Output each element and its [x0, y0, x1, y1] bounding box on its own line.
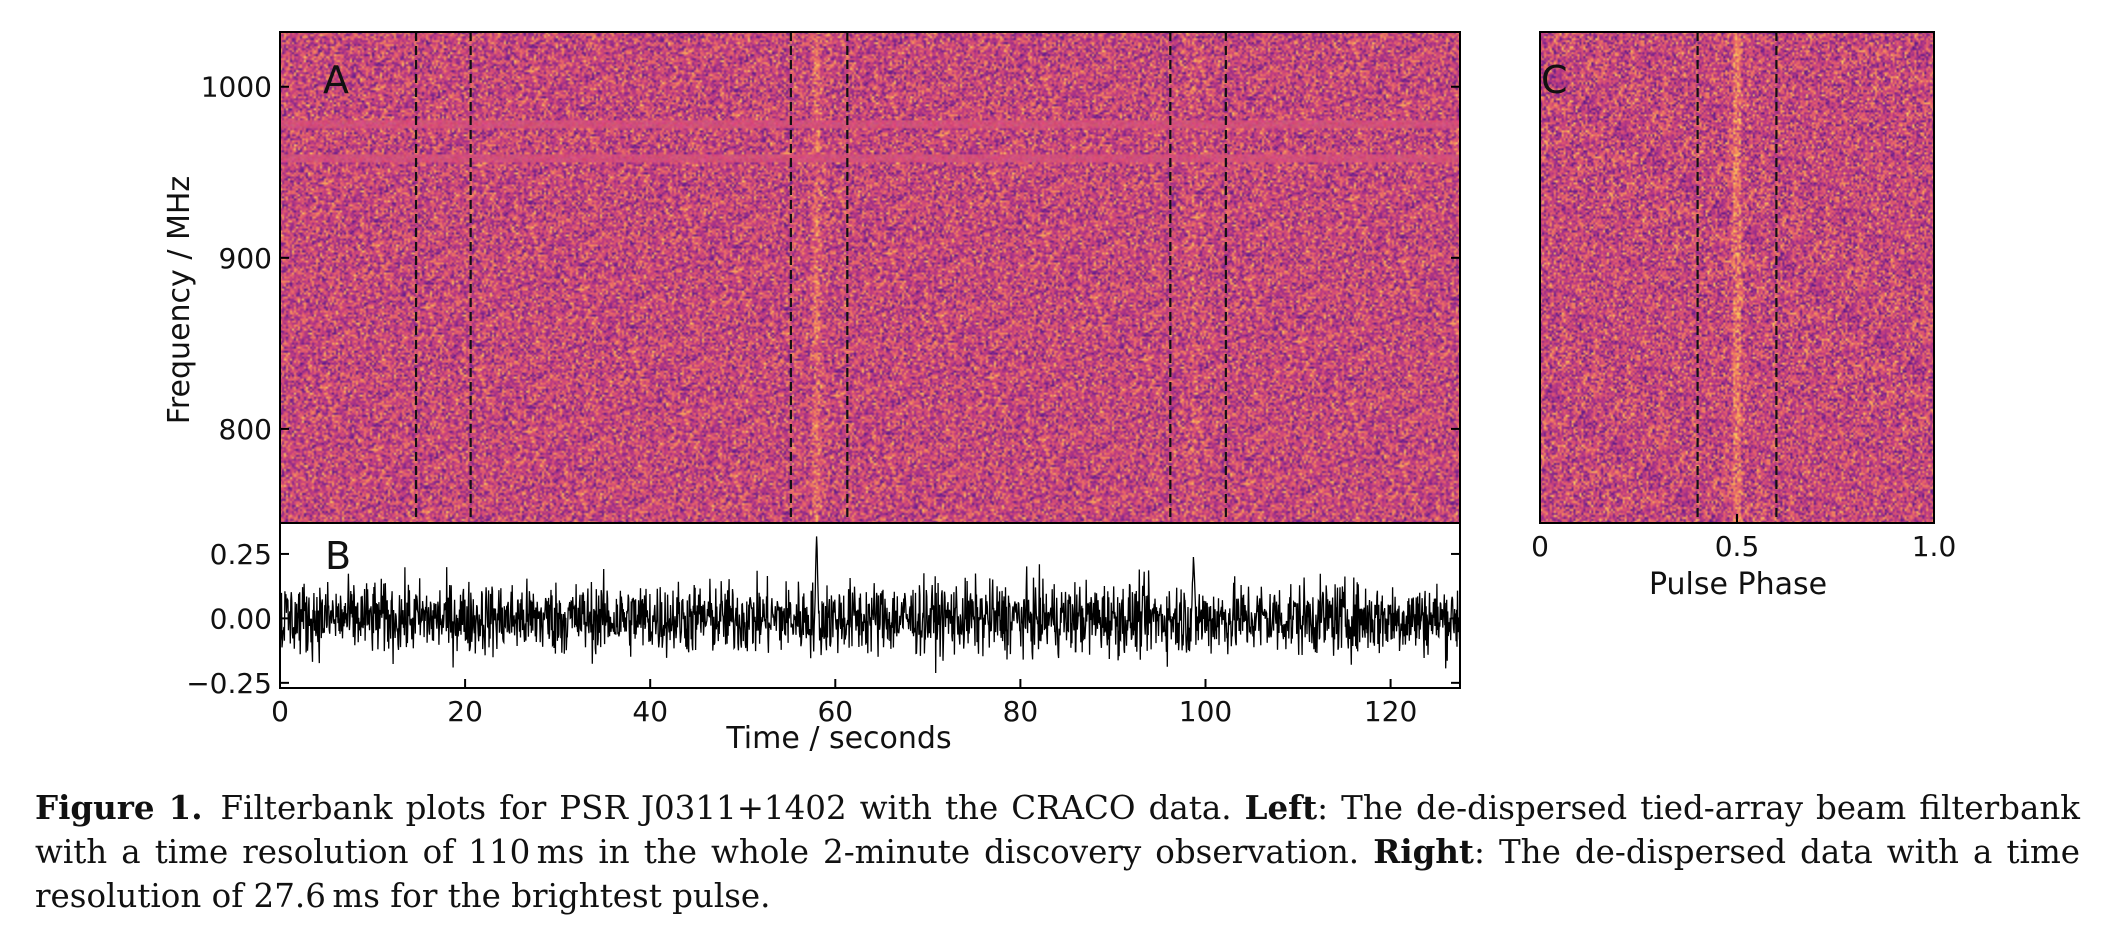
time-tick-label: 80	[1003, 695, 1039, 728]
caption-intro: Filterbank plots for PSR J0311+1402 with…	[220, 789, 1232, 827]
phase-tick-label: 1.0	[1912, 530, 1957, 563]
panel-c-label: C	[1541, 58, 1568, 102]
panel-b-frame	[279, 522, 1461, 689]
phase-tick-label: 0	[1531, 530, 1549, 563]
time-axis-label: Time / seconds	[725, 721, 951, 756]
pulse-phase-axis-label: Pulse Phase	[1649, 567, 1827, 602]
phase-tick-label: 0.5	[1715, 530, 1760, 563]
frequency-tick-label: 800	[219, 413, 272, 446]
panel-a-label: A	[323, 58, 349, 102]
caption-right-label: Right	[1373, 832, 1474, 871]
amplitude-tick-label: −0.25	[186, 667, 272, 700]
frequency-axis-label: Frequency / MHz	[162, 176, 197, 424]
time-tick-label: 20	[447, 695, 483, 728]
time-tick-label: 0	[271, 695, 289, 728]
amplitude-tick-label: 0.25	[210, 538, 272, 571]
panel-c-image	[1540, 32, 1934, 523]
amplitude-tick-label: 0.00	[210, 602, 272, 635]
time-tick-label: 100	[1179, 695, 1232, 728]
panel-a-heatmap: A 800 900 1000 Frequency / MHz	[162, 31, 1461, 524]
caption-right-text: : The de-dispersed data with a time reso…	[35, 833, 2080, 915]
time-tick-label: 120	[1364, 695, 1417, 728]
panel-c-heatmap: C 0 0.5 1.0 Pulse Phase	[1531, 31, 1957, 602]
caption-left-text: : The de-dispersed tied-array beam filte…	[35, 789, 2080, 871]
panel-b-timeseries: B 0.25 0.00 −0.25 0 20 40 60 80 100 120 Time / s…	[186, 522, 1461, 756]
figure-caption: Figure 1. Filterbank plots for PSR J0311+…	[35, 786, 2080, 918]
frequency-tick-label: 900	[219, 242, 272, 275]
panel-b-label: B	[325, 534, 351, 578]
time-tick-label: 60	[817, 695, 853, 728]
time-tick-label: 40	[632, 695, 668, 728]
panel-a-image	[280, 32, 1460, 523]
caption-figure-label: Figure 1.	[35, 788, 203, 827]
frequency-tick-label: 1000	[201, 71, 272, 104]
caption-left-label: Left	[1244, 788, 1318, 827]
timeseries-line	[280, 536, 1460, 674]
